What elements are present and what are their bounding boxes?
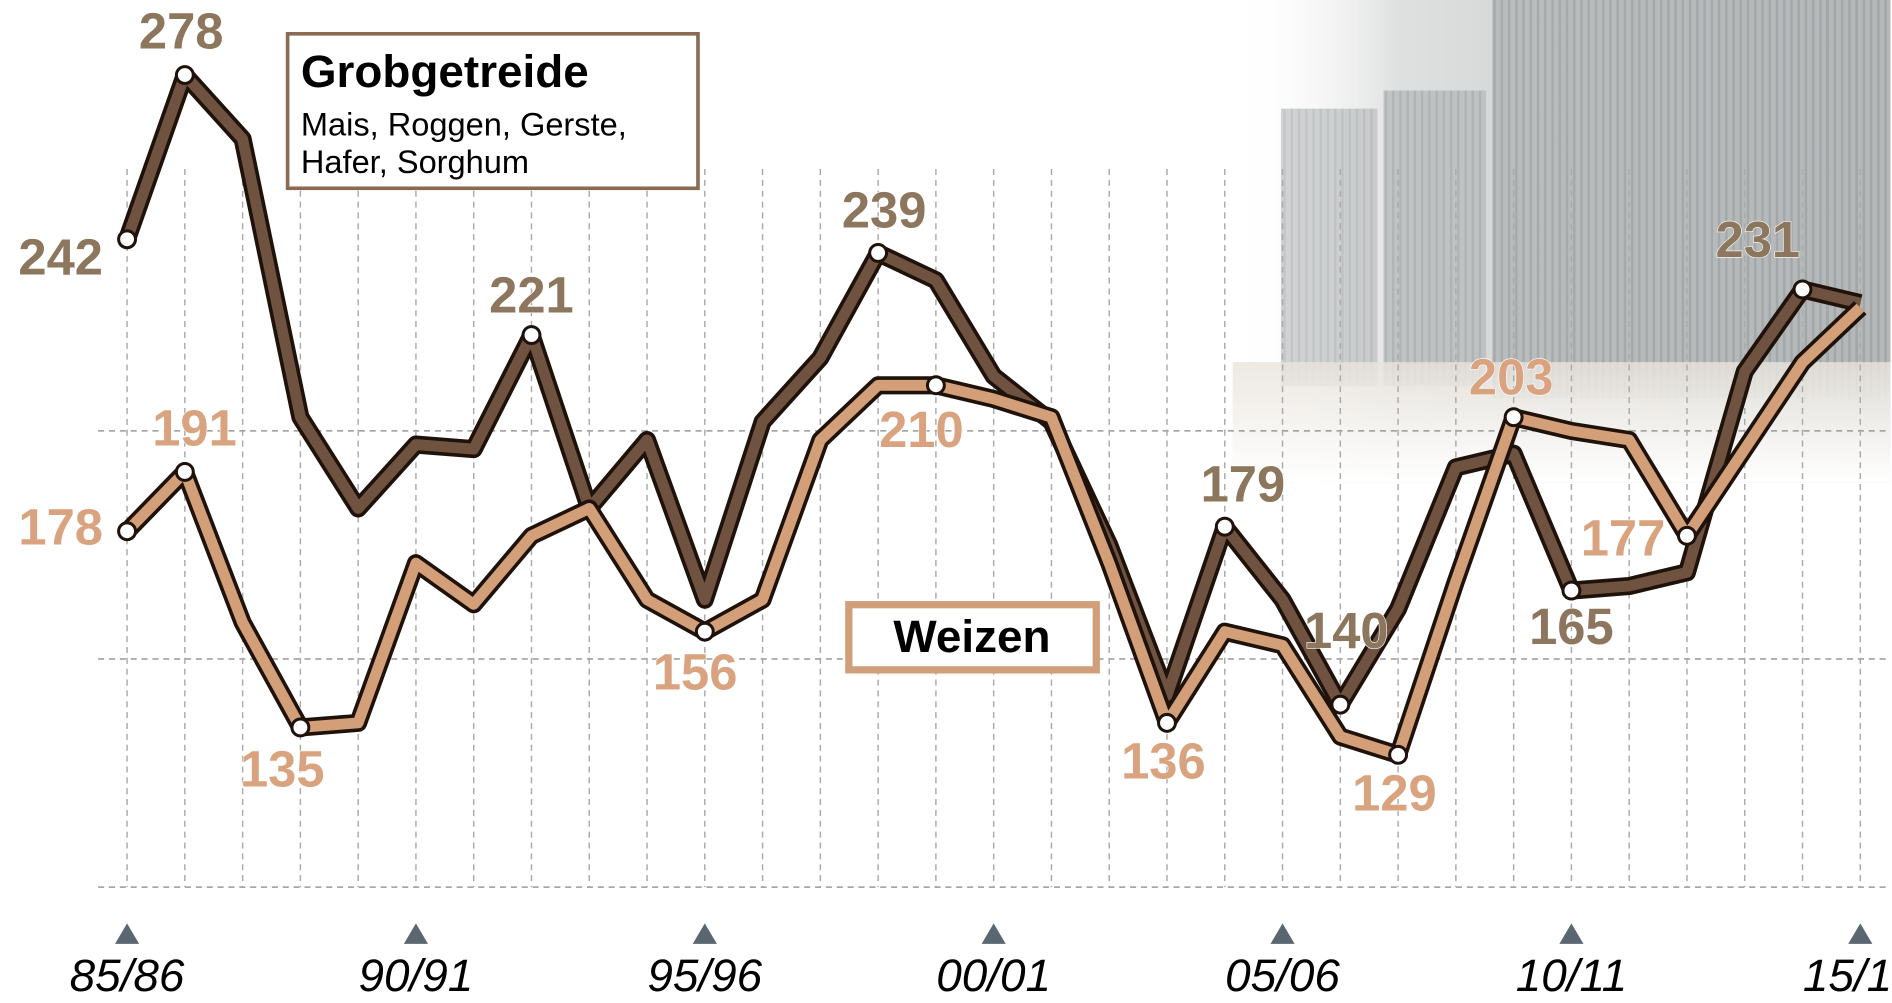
x-tick-label: 95/96	[647, 949, 762, 1001]
point	[1214, 516, 1235, 537]
value-label: 242	[18, 228, 103, 285]
point	[868, 243, 889, 263]
value-label: 278	[139, 3, 224, 60]
value-label: 210	[879, 401, 964, 458]
legend-title: Weizen	[893, 610, 1050, 662]
value-label: 203	[1469, 348, 1554, 405]
point	[694, 621, 715, 642]
legend-note: Hafer, Sorghum	[301, 144, 529, 180]
value-label: 179	[1201, 455, 1286, 512]
value-label: 156	[653, 644, 738, 701]
legend-note: Mais, Roggen, Gerste,	[301, 106, 627, 142]
value-label: 136	[1121, 733, 1206, 790]
point	[117, 521, 138, 542]
point	[521, 325, 542, 346]
value-label: 129	[1352, 764, 1437, 821]
value-label: 231	[1716, 211, 1801, 268]
value-label: 177	[1581, 509, 1666, 566]
point	[1677, 525, 1697, 546]
value-label: 239	[842, 182, 927, 239]
value-label: 191	[152, 400, 237, 457]
legend-title: Grobgetreide	[301, 45, 589, 97]
x-tick-label: 10/11	[1516, 949, 1627, 1001]
x-tick-marker	[1270, 923, 1295, 944]
x-tick-marker	[114, 923, 140, 944]
point	[174, 65, 195, 85]
x-tick-marker	[1559, 923, 1584, 944]
value-label: 178	[18, 499, 103, 556]
x-tick-label: 90/91	[359, 949, 474, 1001]
value-label: 221	[489, 266, 574, 323]
point	[1330, 694, 1351, 715]
value-label: 165	[1529, 598, 1614, 655]
x-tick-marker	[692, 923, 717, 944]
point	[1792, 279, 1813, 300]
point	[925, 375, 946, 396]
x-tick-label: 15/16	[1803, 949, 1892, 1001]
legend-weizen: Weizen	[845, 601, 1100, 674]
point	[1561, 580, 1582, 601]
legend-grobgetreide: Grobgetreide Mais, Roggen, Gerste, Hafer…	[285, 31, 700, 191]
point	[117, 229, 138, 250]
x-tick-marker	[1848, 923, 1873, 944]
value-label: 140	[1304, 602, 1389, 659]
x-tick-label: 05/06	[1225, 949, 1340, 1001]
point	[1388, 744, 1409, 765]
x-tick-label: 00/01	[936, 949, 1051, 1001]
x-tick-marker	[403, 923, 429, 944]
x-tick-label: 85/86	[70, 949, 185, 1001]
value-label: 135	[240, 741, 325, 798]
line	[123, 303, 1865, 761]
point	[174, 461, 195, 482]
point	[290, 717, 311, 738]
x-tick-marker	[981, 923, 1006, 944]
point	[1503, 407, 1524, 428]
point	[1157, 712, 1177, 733]
